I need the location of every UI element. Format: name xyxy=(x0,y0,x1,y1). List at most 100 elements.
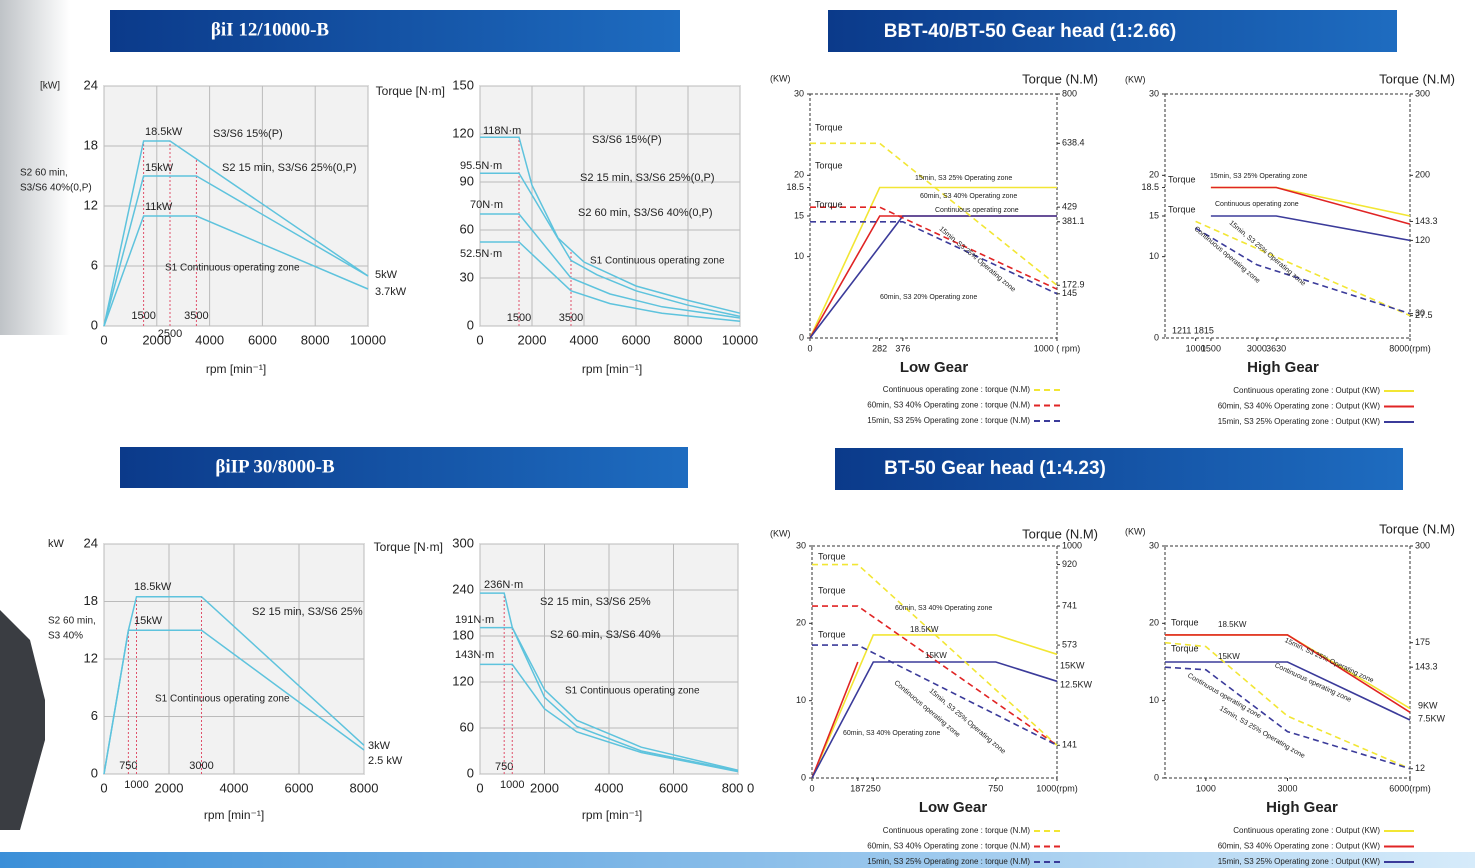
series-line xyxy=(809,215,1057,339)
annotation: S2 15 min, S3/S6 25% xyxy=(252,606,363,618)
y2-tick-label: 573 xyxy=(1062,639,1077,649)
marker-label: 2500 xyxy=(158,328,182,340)
series-line xyxy=(812,644,1058,747)
x-axis-label: rpm [min⁻¹] xyxy=(582,362,642,376)
x-tick-label: 2000 xyxy=(142,332,171,347)
banner-title: βiIP 30/8000-B xyxy=(215,456,335,477)
annotation: Torque xyxy=(818,629,846,639)
x-tick-label: 376 xyxy=(895,343,910,353)
marker-label: 1000 xyxy=(500,779,524,791)
series-line xyxy=(480,241,741,322)
annotation: S2 15 min, S3/S6 25% xyxy=(540,596,651,608)
annotation: S1 Continuous operating zone xyxy=(565,686,700,697)
y2-tick-label: 172.9 xyxy=(1062,280,1085,290)
y2-tick-label: 120 xyxy=(1415,235,1430,245)
y-tick-label: 0 xyxy=(467,317,474,332)
x-tick-label: 0 xyxy=(476,780,483,795)
banner-title: BT-50 Gear head (1:4.23) xyxy=(884,458,1106,479)
annotation: S2 60 min, S3/S6 40%(0,P) xyxy=(578,207,713,219)
annotation: Torque xyxy=(818,551,846,561)
annotation: 12.5KW xyxy=(1060,679,1093,689)
y-tick-label: 10 xyxy=(796,695,806,705)
x-tick-label: 0 xyxy=(809,783,814,793)
annotation: S3/S6 15%(P) xyxy=(213,128,283,140)
y-tick-label: 6 xyxy=(91,708,98,723)
x-tick-label: 1000(rpm) xyxy=(1036,783,1078,793)
y2-tick-label: 638.4 xyxy=(1062,138,1085,148)
annotation: 15KW xyxy=(1060,660,1085,670)
series-line xyxy=(480,172,741,318)
x-tick-label: 6000 xyxy=(622,332,651,347)
x-tick-label: 4000 xyxy=(570,332,599,347)
y-tick-label: 300 xyxy=(452,535,474,550)
footer-band xyxy=(0,852,1475,868)
annotation: 95.5N·m xyxy=(460,160,502,172)
x-tick-label: 187 xyxy=(850,783,865,793)
annotation: S1 Continuous operating zone xyxy=(155,694,290,705)
x-tick-label: 800 0 xyxy=(722,780,755,795)
annotation: 15min, S3 25% Operating zone xyxy=(915,175,1012,182)
y2-tick-label: 200 xyxy=(1415,170,1430,180)
y-axis-label: (KW) xyxy=(770,73,791,83)
y-tick-label: 18.5 xyxy=(786,182,804,192)
y-axis-label: Torque [N·m] xyxy=(374,540,443,554)
y-tick-label: 24 xyxy=(84,535,98,550)
y-tick-label: 10 xyxy=(1149,251,1159,261)
y2-tick-label: 381.1 xyxy=(1062,216,1085,226)
x-tick-label: 6000 xyxy=(248,332,277,347)
annotation: 18.5KW xyxy=(910,625,939,634)
series-line xyxy=(480,592,739,771)
marker-label: 1500 xyxy=(131,310,155,322)
annotation: Torque xyxy=(815,160,843,170)
x-tick-label: 1000 ( rpm) xyxy=(1034,343,1081,353)
annotation: 15min, S3 25% Operating zone xyxy=(1210,173,1307,180)
annotation: S2 15 min, S3/S6 25%(0,P) xyxy=(222,162,357,174)
machine-photo xyxy=(0,610,45,830)
y-axis-label: (KW) xyxy=(1125,74,1146,84)
series-line xyxy=(480,626,739,772)
y-tick-label: 30 xyxy=(460,269,474,284)
x-axis-label: High Gear xyxy=(1247,359,1319,376)
y-tick-label: 30 xyxy=(1149,540,1159,550)
series-line xyxy=(1164,641,1411,770)
annotation: Torque xyxy=(1171,617,1199,627)
y-tick-label: 20 xyxy=(1149,170,1159,180)
annotation: S2 60 min, xyxy=(48,616,96,627)
annotation: 5kW xyxy=(375,269,398,281)
series-line xyxy=(1195,220,1411,317)
y-tick-label: 12 xyxy=(84,650,98,665)
y-tick-label: 0 xyxy=(801,772,806,782)
series-line xyxy=(811,634,1058,779)
y-tick-label: 0 xyxy=(1154,772,1159,782)
y2-tick-label: 145 xyxy=(1062,288,1077,298)
x-tick-label: 6000(rpm) xyxy=(1389,783,1431,793)
x-tick-label: 3000 xyxy=(1247,343,1267,353)
annotation: S2 60 min, S3/S6 40% xyxy=(550,629,661,641)
annotation: 2.5 kW xyxy=(368,755,403,767)
legend-label: 15min, S3 25% Operating zone : torque (N… xyxy=(867,857,1030,866)
annotation: 70N·m xyxy=(470,199,503,211)
legend-label: 60min, S3 40% Operating zone : Output (K… xyxy=(1218,842,1381,851)
annotation: S2 15 min, S3/S6 25%(0,P) xyxy=(580,172,715,184)
plot-area xyxy=(479,85,741,327)
annotation: 11kW xyxy=(145,201,173,213)
annotation: S1 Continuous operating zone xyxy=(165,263,300,274)
series-line xyxy=(812,605,1058,746)
y2-tick-label: 141 xyxy=(1062,740,1077,750)
y-tick-label: 0 xyxy=(799,332,804,342)
series-line xyxy=(103,629,365,775)
y-axis-label: (KW) xyxy=(1125,526,1146,536)
y2-tick-label: 175 xyxy=(1415,637,1430,647)
x-tick-label: 4000 xyxy=(595,780,624,795)
y2-axis-label: Torque (N.M) xyxy=(1022,526,1098,541)
annotation: Torque xyxy=(1168,204,1196,214)
legend-label: Continuous operating zone : torque (N.M) xyxy=(883,826,1031,835)
x-tick-label: 2000 xyxy=(155,780,184,795)
legend-label: 15min, S3 25% Operating zone : torque (N… xyxy=(867,416,1030,425)
y2-tick-label: 920 xyxy=(1062,559,1077,569)
y-tick-label: 20 xyxy=(1149,618,1159,628)
x-tick-label: 6000 xyxy=(659,780,688,795)
marker-label: 750 xyxy=(495,761,513,773)
annotation: Torque xyxy=(1171,643,1199,653)
x-tick-label: 3000 xyxy=(1277,783,1297,793)
